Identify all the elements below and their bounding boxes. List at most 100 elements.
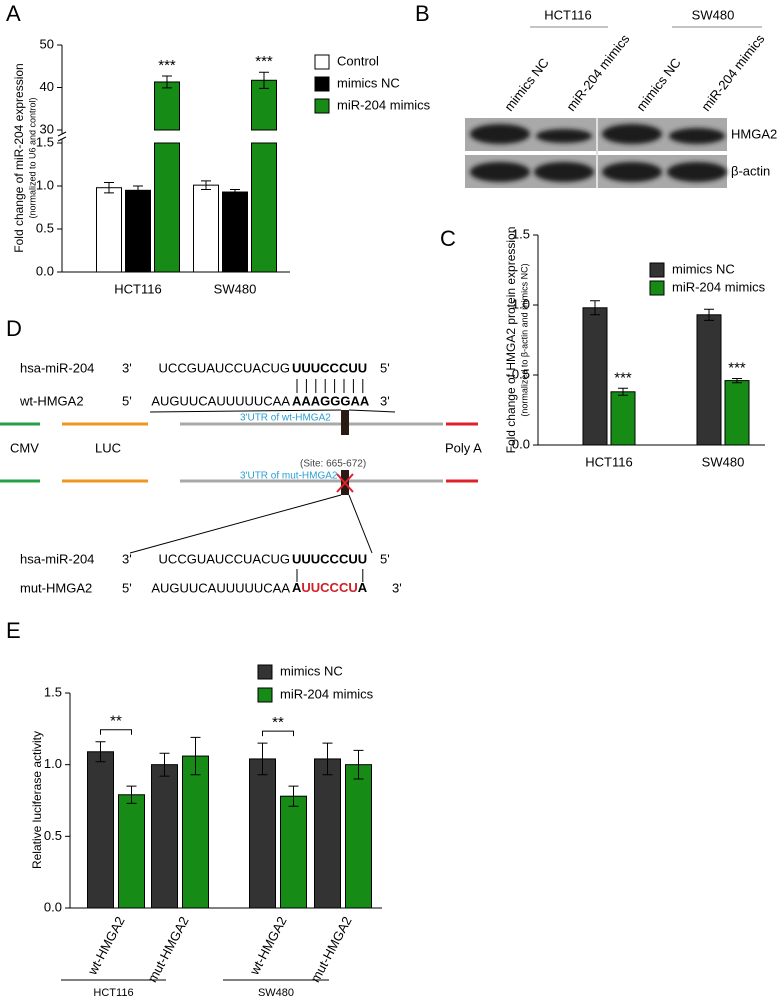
significance: *** (614, 369, 632, 386)
sequence: UCCGUAUCCUACUG (159, 360, 290, 375)
significance: *** (255, 53, 273, 70)
site: AUUCCCUA (292, 580, 368, 595)
error-bar (322, 742, 333, 776)
x-tick-label: HCT116 (114, 281, 161, 296)
error-bar (618, 387, 628, 396)
legend-label: mimics NC (280, 663, 343, 678)
group-label: HCT116 (93, 987, 133, 999)
bar (182, 755, 209, 909)
error-bar (159, 752, 170, 777)
seq-end: 5' (380, 360, 390, 375)
seed: UUUCCCUU (292, 360, 367, 375)
x-tick-label: SW480 (702, 454, 745, 469)
element-label: Poly A (445, 440, 482, 455)
error-bar (190, 736, 201, 776)
group-label: HCT116 (544, 7, 591, 22)
y-axis-title: Fold change of HMGA2 protein expression (504, 227, 518, 454)
panel-letter: B (415, 1, 430, 26)
error-bar (201, 180, 211, 190)
seq-end: 3' (122, 360, 132, 375)
x-tick-label: wt-HMGA2 (246, 914, 290, 978)
connector (129, 494, 342, 554)
y-tick-label: 0.5 (44, 828, 62, 843)
connector (348, 494, 373, 554)
bar (193, 184, 219, 273)
error-bar (257, 742, 268, 776)
seed: UUUCCCUU (292, 551, 367, 566)
legend-swatch (257, 687, 273, 703)
bar (154, 81, 180, 131)
lane-label: miR-204 mimics (563, 31, 632, 114)
utr-label: 3'UTR of wt-HMGA2 (240, 413, 331, 424)
bar (610, 391, 636, 446)
legend-swatch (649, 280, 665, 296)
legend-swatch (314, 98, 330, 114)
legend-label: miR-204 mimics (280, 686, 374, 701)
error-bar (95, 741, 106, 763)
y-tick-label: 50 (40, 36, 54, 51)
legend-swatch (649, 262, 665, 278)
bar (118, 794, 145, 909)
row-label: β-actin (731, 163, 770, 178)
element-label: LUC (95, 440, 121, 455)
bar (96, 187, 122, 273)
y-tick-label: 1.5 (36, 134, 54, 149)
y-tick-label: 1.5 (44, 684, 62, 699)
x-tick-label: mut-HMGA2 (308, 914, 355, 985)
mutation-cross (336, 473, 354, 493)
lane-label: mimics NC (501, 55, 552, 114)
element-label: CMV (10, 440, 39, 455)
bar (314, 758, 341, 909)
bracket (100, 729, 132, 735)
y-tick-label: 40 (40, 79, 54, 94)
error-bar (126, 785, 137, 804)
y-tick-label: 1.0 (36, 177, 54, 192)
row-label: HMGA2 (731, 126, 777, 141)
error-bar (162, 75, 172, 89)
error-bar (353, 749, 364, 780)
error-bar (590, 300, 600, 316)
seq-end: 5' (380, 551, 390, 566)
error-bar (732, 378, 742, 384)
panel-letter: C (440, 226, 456, 251)
bar (222, 191, 248, 273)
y-tick-label: 0.5 (36, 220, 54, 235)
y-tick-label: 0.0 (512, 436, 530, 451)
legend-swatch (314, 54, 330, 70)
utr-label: 3'UTR of mut-HMGA2 (240, 471, 338, 482)
panel-letter: D (6, 316, 22, 341)
blot-panel: B HCT116 SW480 mimics NC miR-204 mimics … (415, 1, 777, 188)
lane-label: mimics NC (633, 55, 684, 114)
bar (582, 307, 608, 446)
connector (149, 409, 342, 413)
y-axis-note: (normalized to U6 and control) (27, 97, 37, 218)
sequence: UCCGUAUCCUACUG (159, 551, 290, 566)
bar (151, 764, 178, 909)
axis-break (57, 136, 67, 142)
legend-label: mimics NC (672, 261, 735, 276)
error-bar (230, 188, 240, 196)
y-tick-label: 1.0 (512, 296, 530, 311)
bar (249, 758, 276, 909)
site-label: (Site: 665-672) (300, 459, 366, 470)
seq-end: 5' (122, 580, 132, 595)
error-bar (259, 71, 269, 89)
sequence: AUGUUCAUUUUUCAA (151, 580, 290, 595)
seq-end: 3' (122, 551, 132, 566)
mirna-label: hsa-miR-204 (20, 360, 94, 375)
bracket-label: ** (110, 713, 122, 730)
group-label: SW480 (258, 987, 294, 999)
bar (345, 764, 372, 909)
pairing-lines (296, 379, 364, 393)
error-bar (104, 182, 114, 194)
bar (280, 795, 307, 909)
bracket (262, 730, 294, 737)
significance: *** (158, 57, 176, 74)
x-tick-label: wt-HMGA2 (84, 914, 128, 978)
y-tick-label: 30 (40, 121, 54, 136)
legend-label: Control (337, 53, 379, 68)
pairing-lines (296, 569, 364, 582)
error-bar (288, 785, 299, 807)
connector (348, 409, 396, 413)
